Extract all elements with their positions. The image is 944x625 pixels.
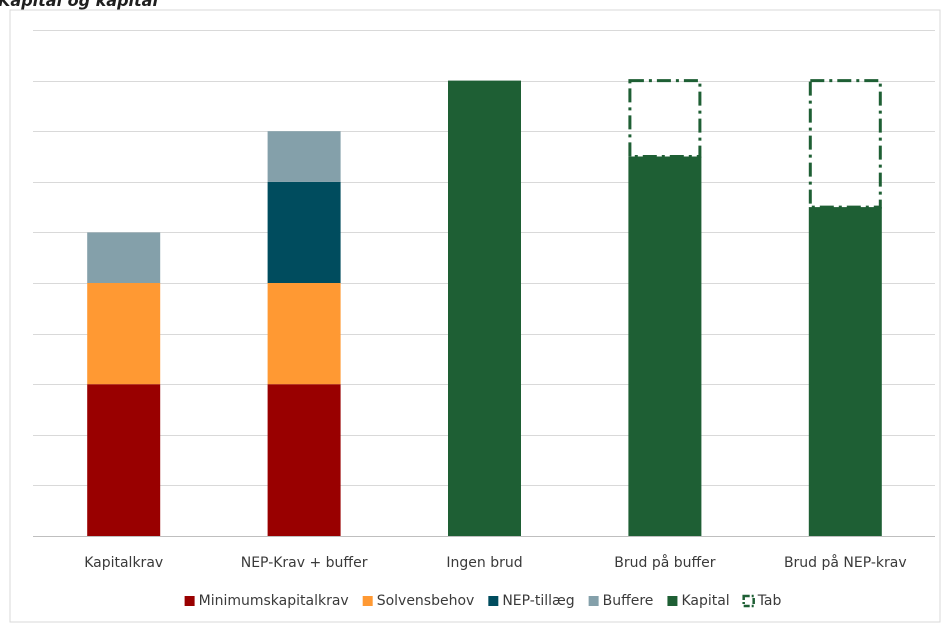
legend-swatch bbox=[184, 596, 195, 606]
chart-frame bbox=[9, 9, 941, 623]
legend-swatch bbox=[362, 596, 373, 606]
legend: Minimumskapitalkrav Solvensbehov NEP-tillæ… bbox=[184, 593, 782, 609]
bar-segment-kapital bbox=[448, 80, 521, 536]
bar-segment-tab bbox=[808, 79, 882, 209]
chart-frame-layer bbox=[9, 9, 941, 623]
category-label: Ingen brud bbox=[446, 555, 522, 571]
legend-label: Solvensbehov bbox=[377, 593, 475, 609]
chart-title: Kapital og kapital bbox=[0, 0, 158, 10]
category-label: Brud på NEP-krav bbox=[784, 554, 907, 571]
category-label: NEP-Krav + buffer bbox=[241, 555, 368, 571]
bar-segment-nep-tillæg bbox=[267, 181, 341, 283]
bar-segment-minimumskapitalkrav bbox=[267, 384, 341, 536]
bars bbox=[87, 79, 882, 536]
category-label: Kapitalkrav bbox=[84, 555, 163, 571]
bar-segment-solvensbehov bbox=[267, 283, 341, 385]
category-label: Brud på buffer bbox=[614, 554, 716, 571]
legend-swatch bbox=[742, 594, 755, 608]
legend-item-kapital: Kapital bbox=[667, 593, 730, 609]
bar-segment-kapital bbox=[808, 207, 882, 536]
chart-title-layer: Kapital og kapital bbox=[0, 0, 158, 10]
bar-segment-tab bbox=[628, 79, 702, 158]
bar-segment-buffere bbox=[87, 232, 161, 283]
legend-item-nep-tillæg: NEP-tillæg bbox=[488, 593, 575, 609]
bar-segment-solvensbehov bbox=[87, 283, 161, 385]
legend-swatch bbox=[488, 596, 499, 606]
legend-item-solvensbehov: Solvensbehov bbox=[362, 593, 475, 609]
bar-segment-kapital bbox=[628, 156, 702, 536]
legend-label: NEP-tillæg bbox=[502, 593, 574, 609]
category-labels: Kapitalkrav NEP-Krav + buffer Ingen brud Br… bbox=[84, 554, 906, 571]
legend-item-tab: Tab bbox=[742, 593, 782, 609]
legend-item-minimumskapitalkrav: Minimumskapitalkrav bbox=[184, 593, 349, 609]
bar-segment-minimumskapitalkrav bbox=[87, 384, 161, 536]
legend-label: Minimumskapitalkrav bbox=[199, 593, 349, 609]
legend-label: Buffere bbox=[603, 593, 654, 609]
bar-segment-buffere bbox=[267, 131, 341, 182]
legend-swatch bbox=[588, 596, 599, 606]
legend-item-buffere: Buffere bbox=[588, 593, 654, 609]
legend-swatch bbox=[667, 596, 678, 606]
legend-label: Tab bbox=[757, 593, 782, 609]
legend-label: Kapital bbox=[681, 593, 729, 609]
